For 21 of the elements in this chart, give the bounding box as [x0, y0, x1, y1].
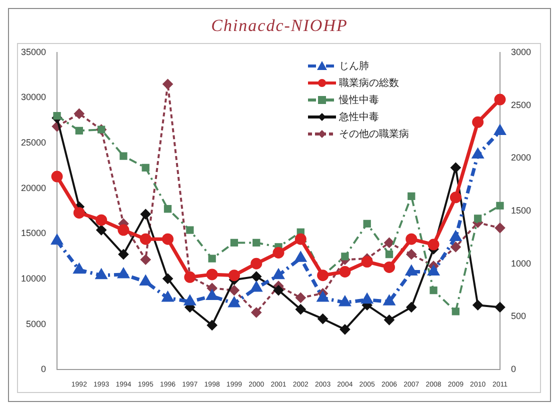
y2-tick-label: 500 [510, 311, 526, 322]
y-tick-label: 0 [41, 364, 46, 374]
y-tick-label: 20000 [20, 182, 46, 193]
legend-label: 急性中毒 [339, 112, 379, 123]
y-tick-label: 5000 [26, 318, 46, 329]
legend-label: 職業病の総数 [339, 78, 399, 89]
y-tick-label: 15000 [20, 228, 46, 238]
legend-label: じん肺 [339, 61, 369, 72]
legend-label: 慢性中毒 [339, 95, 379, 106]
y2-tick-label: 2500 [510, 100, 532, 110]
chart-title: Chinacdc-NIOHP [210, 15, 349, 37]
y-tick-label: 30000 [20, 92, 46, 102]
y-tick-label: 10000 [20, 273, 46, 284]
y2-tick-label: 2000 [510, 152, 532, 163]
y2-tick-label: 1000 [510, 258, 532, 268]
legend-label: その他の職業病 [339, 129, 409, 140]
y2-tick-label: 3000 [510, 46, 532, 57]
y2-tick-label: 1500 [510, 205, 532, 216]
y-tick-label: 35000 [20, 46, 46, 57]
y-tick-label: 25000 [20, 138, 46, 148]
y2-tick-label: 0 [510, 364, 516, 374]
